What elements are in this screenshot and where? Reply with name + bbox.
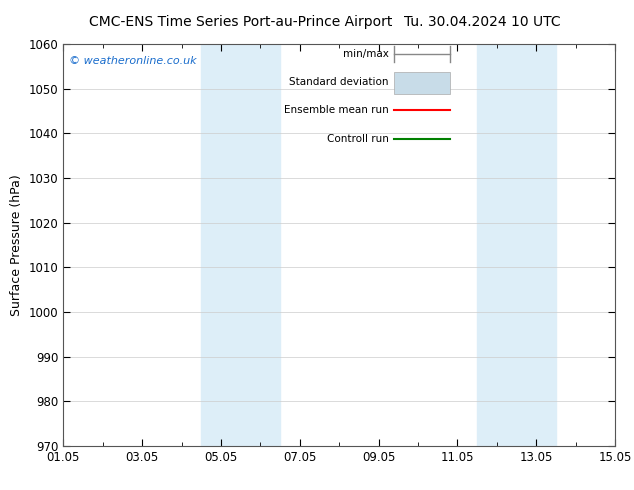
- Bar: [477, 44, 556, 446]
- Text: © weatheronline.co.uk: © weatheronline.co.uk: [69, 56, 197, 66]
- Bar: [202, 44, 280, 446]
- Text: Tu. 30.04.2024 10 UTC: Tu. 30.04.2024 10 UTC: [403, 15, 560, 29]
- Text: Standard deviation: Standard deviation: [289, 77, 389, 87]
- Text: Controll run: Controll run: [327, 133, 389, 144]
- Bar: [394, 72, 450, 95]
- Y-axis label: Surface Pressure (hPa): Surface Pressure (hPa): [10, 174, 23, 316]
- Text: min/max: min/max: [343, 49, 389, 59]
- Text: CMC-ENS Time Series Port-au-Prince Airport: CMC-ENS Time Series Port-au-Prince Airpo…: [89, 15, 392, 29]
- Text: Ensemble mean run: Ensemble mean run: [284, 105, 389, 116]
